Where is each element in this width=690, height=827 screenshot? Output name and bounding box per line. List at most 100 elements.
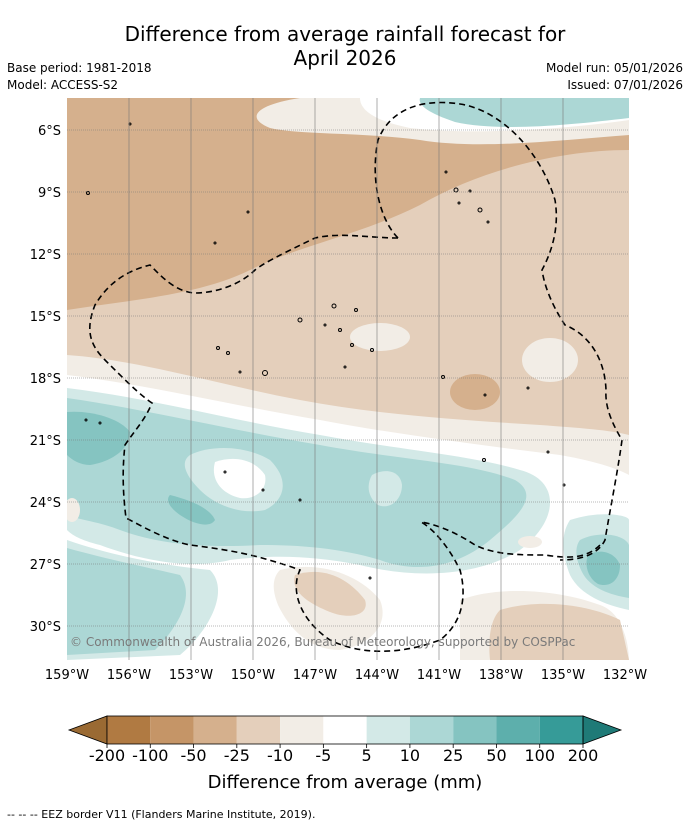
island xyxy=(457,201,461,205)
lat-label: 15°S xyxy=(30,310,61,325)
title-line-2: April 2026 xyxy=(293,46,397,70)
colorbar-tick-label: -5 xyxy=(315,746,331,765)
colorbar-tick-label: -10 xyxy=(267,746,293,765)
colorbar-title: Difference from average (mm) xyxy=(208,772,483,793)
field-light-patch-4 xyxy=(518,536,542,548)
model-name: Model: ACCESS-S2 xyxy=(7,78,119,92)
copyright-credit: © Commonwealth of Australia 2026, Bureau… xyxy=(70,635,575,649)
colorbar-swatch xyxy=(409,716,454,744)
eez-legend-note: -- -- -- EEZ border V11 (Flanders Marine… xyxy=(7,808,316,821)
meta-right: Model run: 05/01/2026 Issued: 07/01/2026 xyxy=(546,60,683,94)
island xyxy=(526,386,530,390)
issued-date: Issued: 07/01/2026 xyxy=(567,78,683,92)
island xyxy=(323,323,327,327)
field-light-patch-1 xyxy=(350,323,410,351)
field-dry-patch xyxy=(450,374,500,410)
lon-label: 141°W xyxy=(417,668,461,683)
colorbar-tick-label: 25 xyxy=(443,746,463,765)
lat-axis: 6°S 9°S 12°S 15°S 18°S 21°S 24°S 27°S 30… xyxy=(30,124,61,635)
lon-label: 150°W xyxy=(231,668,275,683)
colorbar-tick-label: -200 xyxy=(89,746,125,765)
eez-line-north xyxy=(374,101,623,561)
islands xyxy=(84,122,566,580)
island xyxy=(350,343,354,347)
colorbar-swatch xyxy=(539,716,583,744)
colorbar-tick-label: -50 xyxy=(180,746,206,765)
contour-fields xyxy=(67,98,629,660)
lon-label: 135°W xyxy=(541,668,585,683)
island xyxy=(444,170,448,174)
field-inner-white xyxy=(213,458,266,499)
island xyxy=(338,328,342,332)
island xyxy=(216,346,220,350)
colorbar-tick-label: 50 xyxy=(486,746,506,765)
island xyxy=(84,418,88,422)
island xyxy=(238,370,242,374)
island xyxy=(298,498,302,502)
model-run: Model run: 05/01/2026 xyxy=(545,61,683,75)
island xyxy=(370,348,374,352)
island xyxy=(223,470,227,474)
field-wet-bottom-right-3 xyxy=(586,551,620,586)
field-wet-dark-left xyxy=(67,411,130,465)
lat-label: 27°S xyxy=(30,558,61,573)
lat-label: 30°S xyxy=(30,620,61,635)
island xyxy=(483,393,487,397)
lon-label: 138°W xyxy=(479,668,523,683)
island xyxy=(368,576,372,580)
island xyxy=(297,317,303,323)
lat-label: 6°S xyxy=(38,124,61,139)
island xyxy=(331,303,337,309)
colorbar-arrow-right xyxy=(582,715,623,745)
rainfall-map: 6°S 9°S 12°S 15°S 18°S 21°S 24°S 27°S 30… xyxy=(30,98,647,793)
island xyxy=(482,458,486,462)
colorbar-tick-label: 5 xyxy=(362,746,372,765)
colorbar-tick-label: 100 xyxy=(524,746,555,765)
island xyxy=(86,191,90,195)
colorbar-swatch xyxy=(453,716,497,744)
colorbar-border xyxy=(106,715,584,745)
field-wet-top xyxy=(419,98,629,127)
colorbar-swatch xyxy=(496,716,540,744)
lon-label: 132°W xyxy=(603,668,647,683)
field-wet-dark-mid xyxy=(168,495,215,525)
colorbar-swatch xyxy=(107,716,151,744)
field-light-patch-3 xyxy=(67,498,80,522)
field-dry-north xyxy=(67,98,629,310)
lon-label: 153°W xyxy=(169,668,213,683)
colorbar-tick-label: -25 xyxy=(224,746,250,765)
lon-label: 159°W xyxy=(45,668,89,683)
island xyxy=(477,207,483,213)
colorbar-arrow-left xyxy=(67,715,108,745)
colorbar-tick-label: -100 xyxy=(132,746,168,765)
field-dry-bottom-4 xyxy=(489,603,629,660)
colorbar-swatch xyxy=(366,716,410,744)
lat-label: 12°S xyxy=(30,248,61,263)
colorbar-tick-label: 10 xyxy=(400,746,420,765)
meta-left: Base period: 1981-2018 Model: ACCESS-S2 xyxy=(7,60,152,94)
title-line-1: Difference from average rainfall forecas… xyxy=(124,22,566,46)
island xyxy=(98,421,102,425)
colorbar: -200 -100 -50 -25 -10 -5 5 10 25 50 100 200 xyxy=(67,715,623,765)
colorbar-swatch xyxy=(193,716,237,744)
lon-label: 147°W xyxy=(293,668,337,683)
colorbar-swatch xyxy=(236,716,281,744)
colorbar-swatch xyxy=(323,716,367,744)
island xyxy=(262,370,268,376)
island xyxy=(546,450,550,454)
lon-label: 156°W xyxy=(107,668,151,683)
eez-border xyxy=(89,101,623,652)
island xyxy=(213,241,217,245)
eez-line-west xyxy=(89,234,601,652)
field-light-patch-2 xyxy=(522,338,578,382)
field-wet-bottom-left-2 xyxy=(67,548,186,655)
lon-label: 144°W xyxy=(355,668,399,683)
lon-axis: 159°W 156°W 153°W 150°W 147°W 144°W 141°… xyxy=(45,668,647,683)
island xyxy=(343,365,347,369)
island xyxy=(261,488,265,492)
field-dry-bottom-2 xyxy=(294,571,366,616)
island xyxy=(246,210,250,214)
colorbar-swatch xyxy=(150,716,194,744)
island xyxy=(441,375,445,379)
gridlines xyxy=(67,98,629,660)
